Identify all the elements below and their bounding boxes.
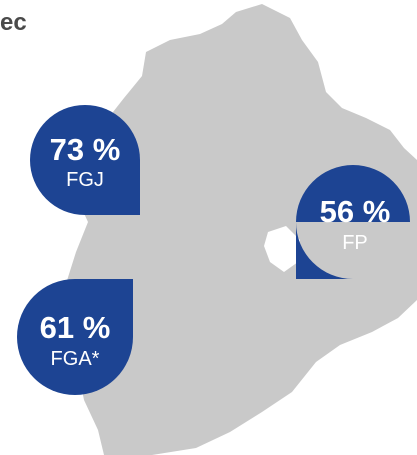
bubble-label: FP: [342, 232, 368, 254]
bubble-value: 56 %: [320, 194, 391, 229]
bubble: [17, 279, 133, 395]
bubble-label: FGJ: [66, 169, 104, 191]
bubble-label: FGA*: [51, 348, 100, 370]
gulf-inlet: [264, 226, 300, 272]
bubble: [30, 105, 140, 215]
bubble-value: 73 %: [50, 132, 121, 167]
bubble: [296, 165, 410, 279]
bubble-value: 61 %: [40, 310, 111, 345]
title: ec: [0, 9, 27, 36]
map-quebec: [64, 4, 417, 455]
